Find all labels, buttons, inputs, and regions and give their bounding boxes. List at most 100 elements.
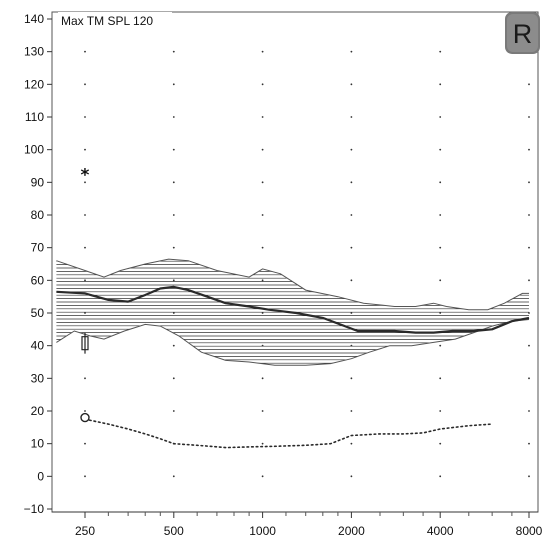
grid-dot [350,181,353,184]
grid-dot [84,214,86,216]
grid-dot [350,279,353,282]
grid-dot [439,246,442,249]
grid-dot [84,377,86,380]
y-tick-label: 40 [31,339,45,353]
grid-dot [350,50,353,53]
grid-dot [439,279,442,282]
marker-asterisk: * [81,166,90,186]
grid-dot [528,148,530,151]
grid-dot [350,475,353,478]
grid-dot [261,148,264,151]
grid-dot [439,214,442,216]
grid-dot [261,246,264,249]
marker-circle [80,412,90,423]
grid-dot [261,442,264,445]
grid-dot [261,279,264,282]
grid-dot [439,50,442,53]
grid-dot [84,246,86,249]
y-tick-label: 50 [31,306,45,320]
grid-dot [439,475,442,478]
band-lower-edge [56,319,530,366]
grid-dot [261,475,264,478]
x-tick-label: 8000 [516,524,543,538]
series-dotted-line [84,418,493,449]
grid-dot [350,410,353,412]
grid-dot [172,83,175,86]
y-tick-label: 70 [31,241,45,255]
y-tick-label: 80 [31,208,45,222]
grid-dot [172,377,175,380]
grid-dot [528,377,530,380]
y-tick-label: 90 [31,175,45,189]
grid-dot [439,344,442,347]
grid-dot [439,116,442,118]
ear-badge[interactable]: R [505,12,540,54]
grid-dot [261,116,264,118]
series-lines [56,285,530,449]
grid-dot [350,116,353,118]
y-tick-label: 110 [25,110,44,124]
y-tick-label: 30 [31,371,45,385]
y-tick-label: 130 [24,45,44,59]
x-tick-label: 1000 [249,524,276,538]
grid-dot [84,83,86,86]
series-solid-line [56,285,530,334]
y-tick-label: 10 [31,437,45,451]
grid-dot [84,181,86,184]
chart-title: Max TM SPL 120 [61,14,153,28]
grid-dot [528,214,530,216]
x-tick-labels: 250 500 1000 2000 4000 8000 [75,524,543,538]
grid-dot [261,181,264,184]
grid-dot [439,181,442,184]
x-tick-label: 500 [164,524,184,538]
grid-dot [172,214,175,216]
grid-dot [528,83,530,86]
grid-dot [261,214,264,216]
grid-dot [439,148,442,151]
grid-dot [261,83,264,86]
grid-dot [172,475,175,478]
grid-dot [172,181,175,184]
axes [47,11,539,518]
grid-dot [528,279,530,282]
grid-dot [261,50,264,53]
grid-dot [261,377,264,380]
grid-dot [172,246,175,249]
grid-dot [172,116,175,118]
grid-dot [439,377,442,380]
grid-dot [84,116,86,118]
grid-dot [84,410,86,412]
grid-dot [439,410,442,412]
grid-dots [84,50,530,478]
grid-dot [528,344,530,347]
y-tick-label: −10 [24,502,45,516]
grid-dot [84,279,86,282]
grid-dot [439,83,442,86]
grid-dot [172,50,175,53]
grid-dot [172,344,175,347]
grid-dot [350,442,353,445]
grid-dot [172,279,175,282]
title-box: Max TM SPL 120 [58,12,172,29]
x-tick-label: 2000 [338,524,365,538]
grid-dot [350,83,353,86]
y-tick-label: 100 [24,143,44,157]
markers: * [80,166,90,423]
grid-dot [172,148,175,151]
grid-dot [84,475,86,478]
grid-dot [350,214,353,216]
grid-dot [84,50,86,53]
grid-dot [439,442,442,445]
x-tick-label: 4000 [427,524,454,538]
grid-dot [528,246,530,249]
x-tick-label: 250 [75,524,95,538]
grid-dot [528,116,530,118]
ear-badge-label: R [513,19,533,49]
grid-dot [350,246,353,249]
grid-dot [350,377,353,380]
grid-dot [528,181,530,184]
band-upper-edge [56,258,529,311]
y-tick-label: 140 [24,12,44,26]
